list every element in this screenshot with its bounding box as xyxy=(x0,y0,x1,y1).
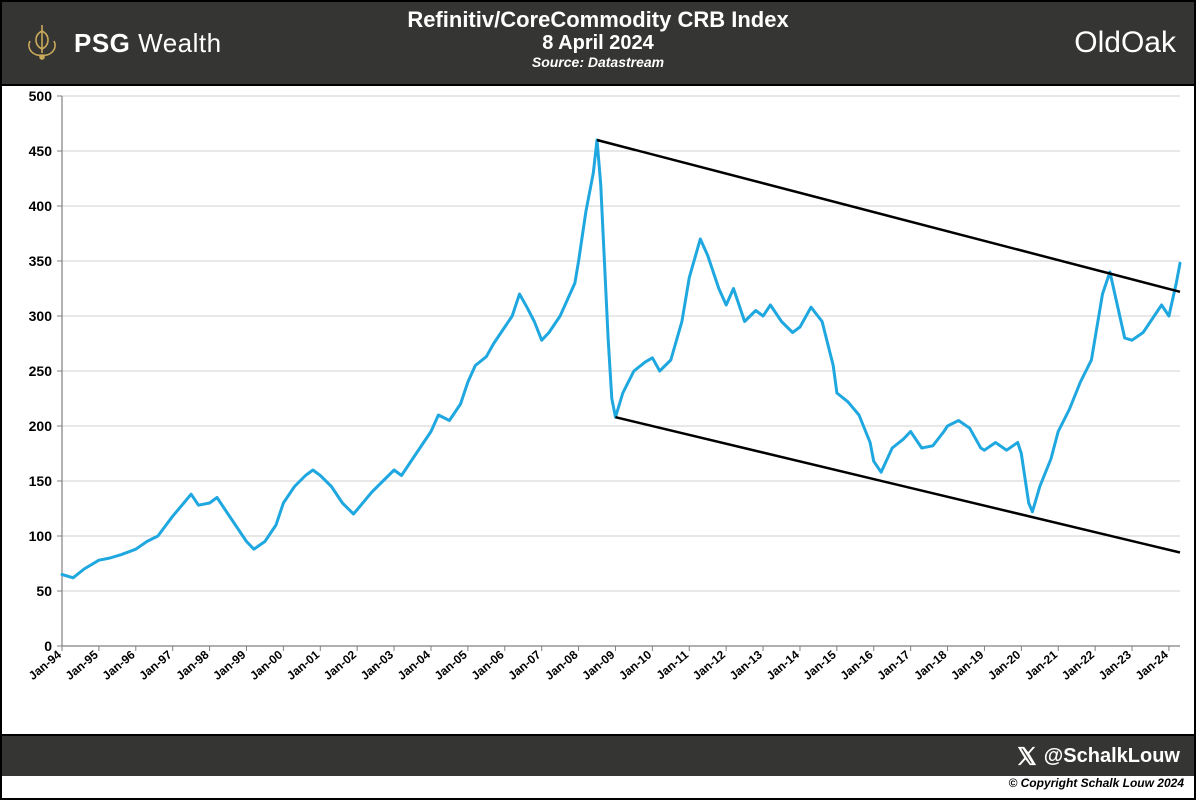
brand-right-a: Old xyxy=(1074,26,1121,59)
svg-text:Jan-12: Jan-12 xyxy=(690,647,728,682)
svg-text:Jan-21: Jan-21 xyxy=(1022,647,1060,682)
svg-text:350: 350 xyxy=(29,253,53,269)
footer-bar: @SchalkLouw xyxy=(2,734,1194,776)
brand-left-text: PSG Wealth xyxy=(74,28,222,59)
svg-text:Jan-04: Jan-04 xyxy=(395,647,433,682)
svg-text:Jan-08: Jan-08 xyxy=(542,647,580,682)
svg-text:Jan-00: Jan-00 xyxy=(247,647,285,682)
twitter-handle: @SchalkLouw xyxy=(1044,745,1180,768)
svg-text:Jan-96: Jan-96 xyxy=(100,647,138,682)
svg-text:Jan-14: Jan-14 xyxy=(764,647,802,682)
svg-text:500: 500 xyxy=(29,88,53,104)
svg-text:Jan-23: Jan-23 xyxy=(1096,647,1134,682)
svg-text:Jan-19: Jan-19 xyxy=(948,647,986,682)
brand-left-light: Wealth xyxy=(130,28,221,58)
svg-text:Jan-02: Jan-02 xyxy=(321,647,359,682)
svg-text:Jan-01: Jan-01 xyxy=(284,647,322,682)
svg-text:Jan-18: Jan-18 xyxy=(911,647,949,682)
svg-text:Jan-05: Jan-05 xyxy=(432,647,470,682)
brand-left-bold: PSG xyxy=(74,28,130,58)
svg-text:Jan-97: Jan-97 xyxy=(136,647,174,682)
svg-text:Jan-09: Jan-09 xyxy=(579,647,617,682)
header-bar: PSG Wealth Refinitiv/CoreCommodity CRB I… xyxy=(2,2,1194,86)
svg-text:Jan-17: Jan-17 xyxy=(874,647,912,682)
psg-logo-icon xyxy=(20,21,64,65)
svg-text:Jan-06: Jan-06 xyxy=(469,647,507,682)
svg-text:250: 250 xyxy=(29,363,53,379)
svg-text:Jan-13: Jan-13 xyxy=(727,647,765,682)
svg-text:Jan-15: Jan-15 xyxy=(801,647,839,682)
svg-text:Jan-20: Jan-20 xyxy=(985,647,1023,682)
chart-area: 050100150200250300350400450500Jan-94Jan-… xyxy=(2,86,1194,734)
svg-text:450: 450 xyxy=(29,143,53,159)
svg-text:Jan-07: Jan-07 xyxy=(505,647,543,682)
svg-text:200: 200 xyxy=(29,418,53,434)
brand-left: PSG Wealth xyxy=(20,21,222,65)
chart-frame: PSG Wealth Refinitiv/CoreCommodity CRB I… xyxy=(0,0,1196,800)
svg-text:Jan-03: Jan-03 xyxy=(358,647,396,682)
svg-text:50: 50 xyxy=(36,583,52,599)
svg-text:100: 100 xyxy=(29,528,53,544)
svg-text:Jan-95: Jan-95 xyxy=(63,647,101,682)
x-twitter-icon xyxy=(1016,745,1038,767)
svg-text:Jan-10: Jan-10 xyxy=(616,647,654,682)
svg-text:Jan-16: Jan-16 xyxy=(838,647,876,682)
line-chart: 050100150200250300350400450500Jan-94Jan-… xyxy=(2,86,1194,716)
brand-right-b: Oak xyxy=(1121,26,1176,59)
svg-text:Jan-11: Jan-11 xyxy=(654,647,692,682)
copyright-line: © Copyright Schalk Louw 2024 xyxy=(2,776,1194,798)
svg-text:Jan-99: Jan-99 xyxy=(210,647,248,682)
svg-text:150: 150 xyxy=(29,473,53,489)
brand-right: OldOak xyxy=(1074,26,1176,60)
svg-text:300: 300 xyxy=(29,308,53,324)
svg-text:Jan-22: Jan-22 xyxy=(1059,647,1097,682)
svg-text:Jan-24: Jan-24 xyxy=(1133,647,1171,682)
svg-text:400: 400 xyxy=(29,198,53,214)
svg-text:Jan-98: Jan-98 xyxy=(173,647,211,682)
